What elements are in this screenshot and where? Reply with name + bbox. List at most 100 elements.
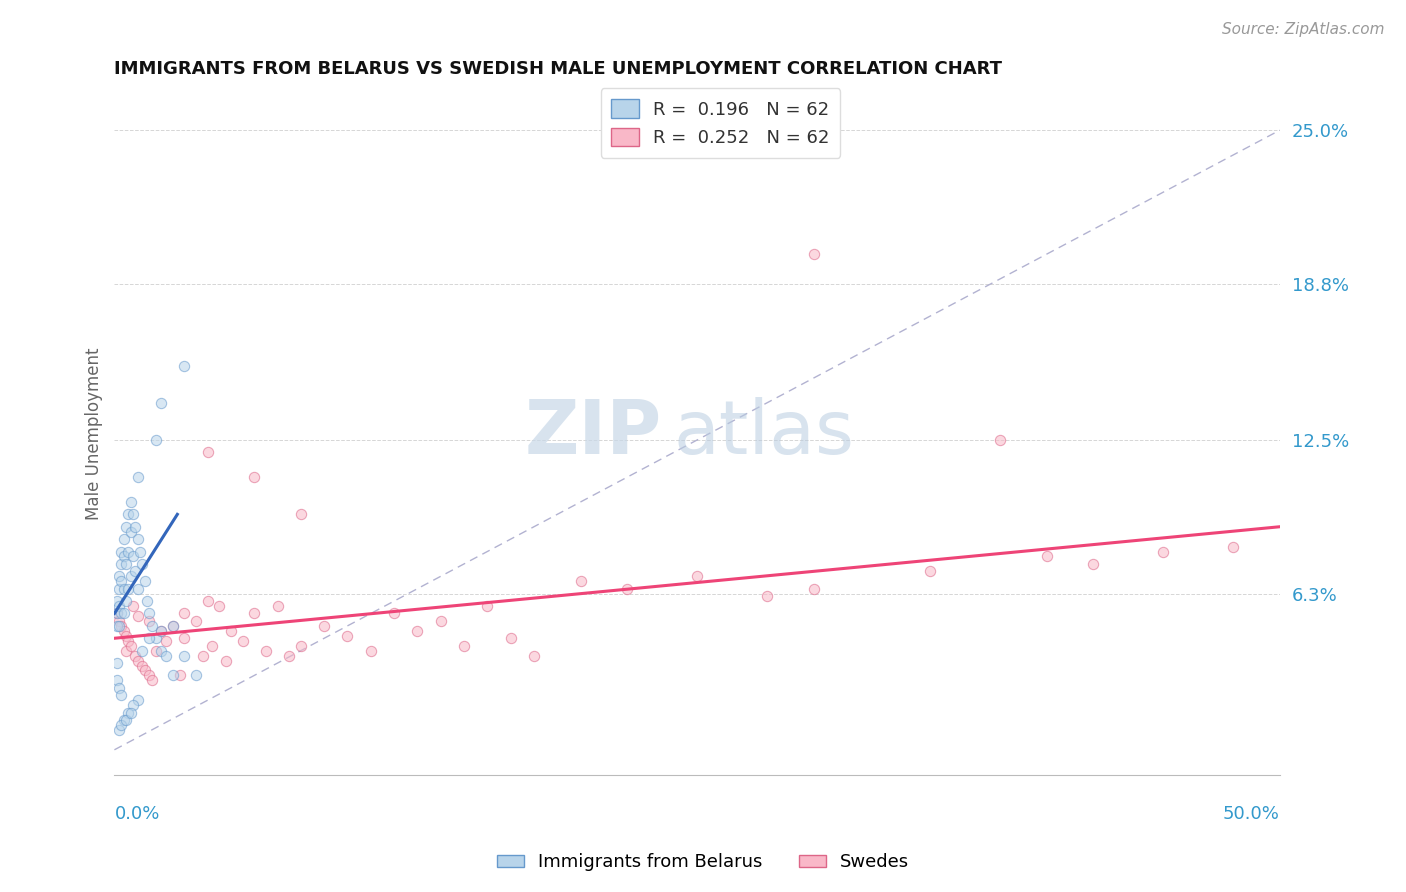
Text: IMMIGRANTS FROM BELARUS VS SWEDISH MALE UNEMPLOYMENT CORRELATION CHART: IMMIGRANTS FROM BELARUS VS SWEDISH MALE … [114, 60, 1002, 78]
Point [134, 574, 156, 589]
Point [290, 508, 312, 522]
Point [120, 524, 142, 539]
Point [117, 508, 139, 522]
Point [112, 532, 135, 546]
Point [134, 664, 156, 678]
Point [215, 654, 238, 668]
Point [117, 544, 139, 558]
Point [115, 557, 138, 571]
Point [1035, 549, 1057, 564]
Point [162, 619, 184, 633]
Point [278, 648, 301, 663]
Text: Source: ZipAtlas.com: Source: ZipAtlas.com [1222, 22, 1385, 37]
Point [360, 643, 382, 657]
Point [616, 582, 638, 596]
Point [173, 648, 195, 663]
Point [112, 713, 135, 727]
Point [197, 594, 219, 608]
Point [105, 594, 128, 608]
Point [290, 639, 312, 653]
Point [115, 629, 138, 643]
Point [1152, 544, 1174, 558]
Point [138, 607, 160, 621]
Point [145, 643, 167, 657]
Text: atlas: atlas [673, 397, 855, 470]
Point [243, 470, 266, 484]
Point [110, 557, 132, 571]
Point [131, 643, 153, 657]
Point [477, 599, 499, 613]
Point [145, 433, 167, 447]
Point [127, 470, 149, 484]
Point [127, 654, 149, 668]
Point [108, 582, 131, 596]
Point [169, 668, 191, 682]
Point [110, 619, 132, 633]
Point [184, 668, 207, 682]
Point [120, 706, 142, 720]
Point [112, 549, 135, 564]
Point [108, 619, 131, 633]
Point [141, 619, 163, 633]
Point [1222, 540, 1244, 554]
Point [920, 565, 942, 579]
Point [115, 594, 138, 608]
Point [120, 569, 142, 583]
Point [108, 599, 131, 613]
Point [108, 723, 131, 737]
Point [756, 589, 779, 603]
Point [105, 656, 128, 670]
Point [115, 643, 138, 657]
Point [232, 633, 254, 648]
Point [138, 668, 160, 682]
Point [120, 639, 142, 653]
Point [110, 718, 132, 732]
Point [208, 599, 231, 613]
Point [406, 624, 429, 638]
Point [115, 713, 138, 727]
Point [336, 629, 359, 643]
Point [122, 599, 145, 613]
Point [105, 607, 128, 621]
Point [127, 532, 149, 546]
Point [803, 582, 825, 596]
Text: 50.0%: 50.0% [1223, 805, 1279, 823]
Point [122, 508, 145, 522]
Point [110, 574, 132, 589]
Point [117, 633, 139, 648]
Point [136, 594, 159, 608]
Point [112, 607, 135, 621]
Point [122, 698, 145, 713]
Point [201, 639, 224, 653]
Point [124, 648, 146, 663]
Point [105, 607, 128, 621]
Point [122, 549, 145, 564]
Point [127, 582, 149, 596]
Point [108, 569, 131, 583]
Point [150, 624, 173, 638]
Point [127, 609, 149, 624]
Point [131, 658, 153, 673]
Point [124, 520, 146, 534]
Point [173, 632, 195, 646]
Point [110, 688, 132, 702]
Point [197, 445, 219, 459]
Point [108, 681, 131, 695]
Y-axis label: Male Unemployment: Male Unemployment [86, 348, 103, 520]
Point [150, 643, 173, 657]
Point [803, 247, 825, 261]
Point [219, 624, 242, 638]
Point [429, 614, 451, 628]
Point [150, 396, 173, 410]
Point [115, 520, 138, 534]
Point [145, 632, 167, 646]
Point [131, 557, 153, 571]
Point [138, 614, 160, 628]
Point [117, 706, 139, 720]
Legend: Immigrants from Belarus, Swedes: Immigrants from Belarus, Swedes [489, 847, 917, 879]
Point [988, 433, 1011, 447]
Point [184, 614, 207, 628]
Point [105, 673, 128, 688]
Point [112, 582, 135, 596]
Point [108, 614, 131, 628]
